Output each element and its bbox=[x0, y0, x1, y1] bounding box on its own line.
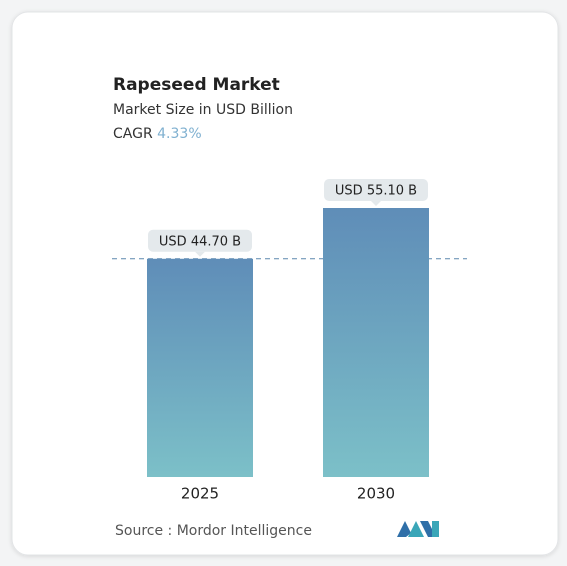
chart-title: Rapeseed Market bbox=[113, 75, 280, 95]
source: Source : Mordor Intelligence bbox=[115, 523, 312, 539]
cagr: CAGR 4.33% bbox=[113, 126, 202, 142]
cagr-value: 4.33% bbox=[157, 126, 201, 142]
bar bbox=[147, 258, 253, 477]
logo bbox=[397, 521, 439, 537]
value-label-pointer bbox=[195, 251, 205, 257]
x-tick-label: 2025 bbox=[181, 485, 219, 503]
value-label-pointer bbox=[371, 201, 381, 206]
chart-subtitle: Market Size in USD Billion bbox=[113, 102, 293, 118]
card bbox=[11, 11, 559, 556]
value-label: USD 44.70 B bbox=[159, 234, 241, 249]
value-label-box bbox=[148, 229, 252, 252]
cagr-label: CAGR bbox=[113, 126, 153, 142]
x-tick-label: 2030 bbox=[357, 485, 395, 503]
bar bbox=[323, 208, 429, 477]
value-label-box bbox=[324, 179, 428, 201]
value-label: USD 55.10 B bbox=[335, 184, 417, 199]
